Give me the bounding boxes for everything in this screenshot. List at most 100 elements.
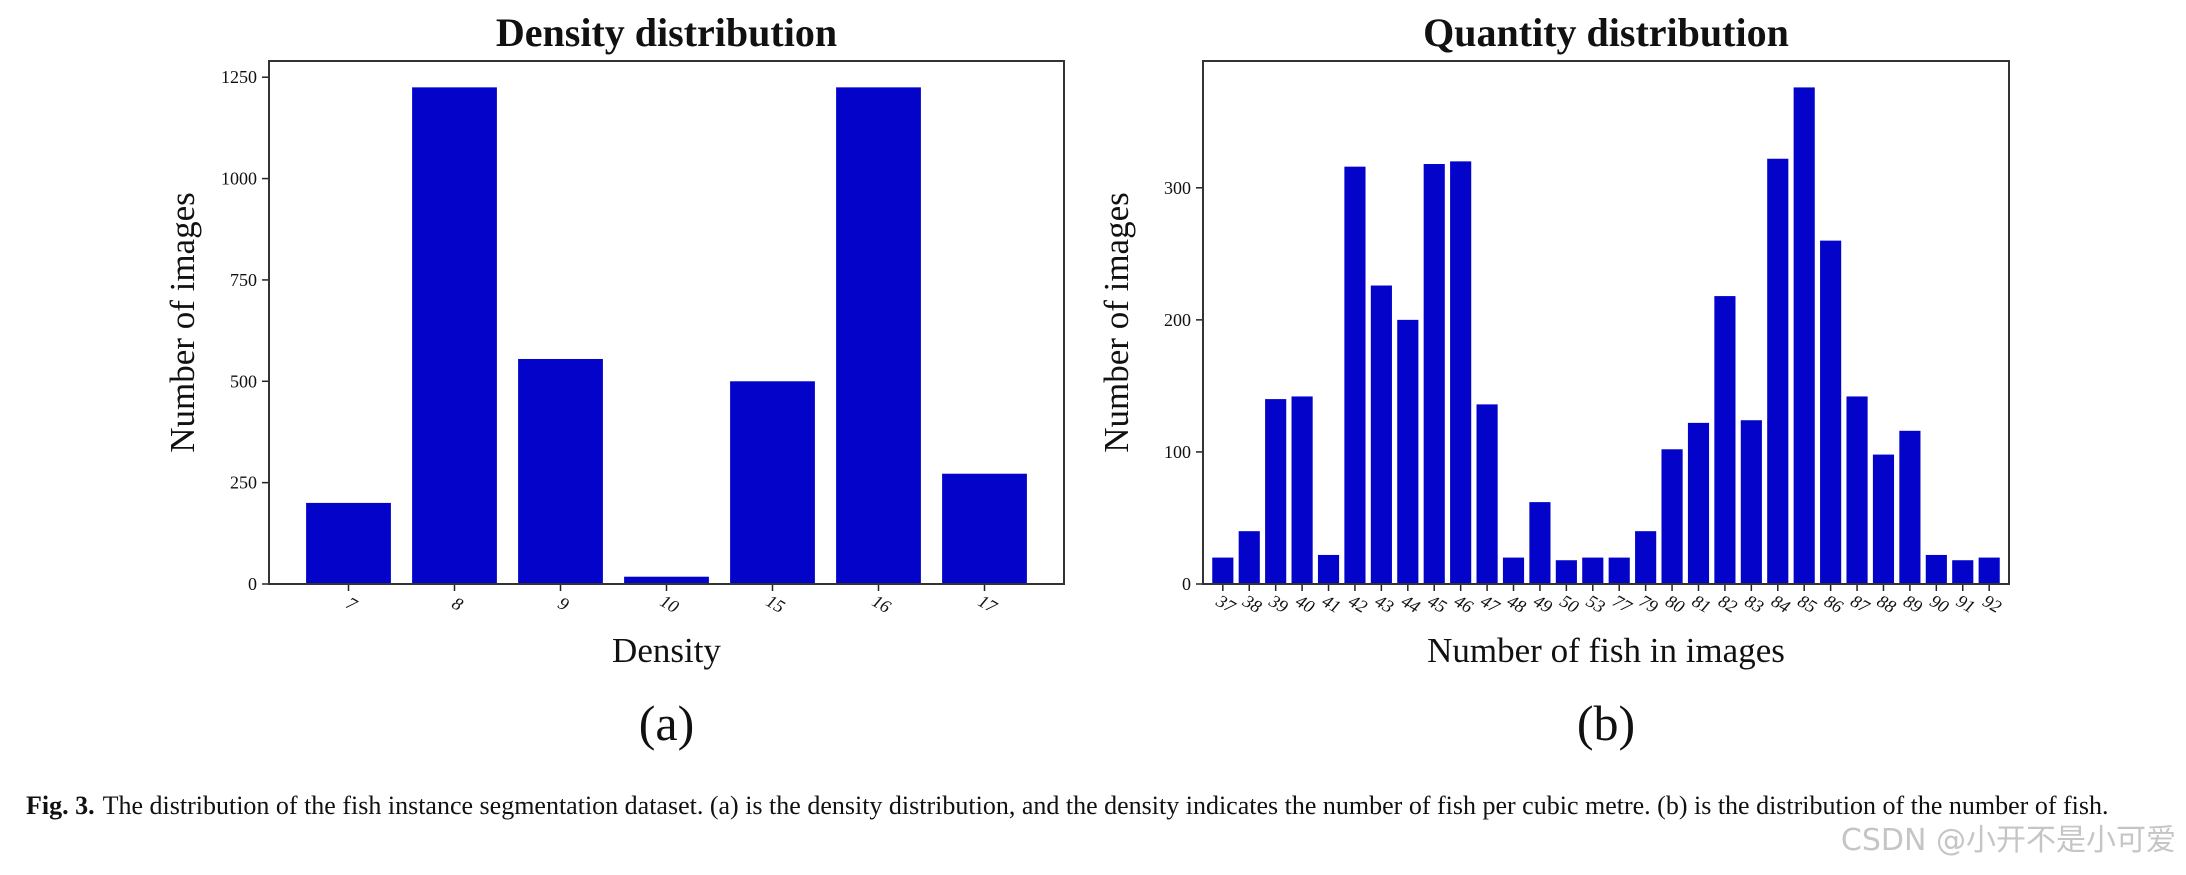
panel-label: (a) [639, 695, 695, 751]
bar [1661, 449, 1683, 584]
x-tick-label: 37 [1212, 590, 1239, 617]
x-tick-label: 16 [869, 591, 895, 617]
bar [1635, 531, 1657, 584]
y-tick-label: 300 [1164, 178, 1191, 198]
x-tick-label: 81 [1689, 591, 1715, 617]
caption-text: The distribution of the fish instance se… [102, 791, 2109, 820]
bar [1846, 396, 1868, 584]
y-tick-label: 0 [248, 574, 257, 594]
y-tick-label: 250 [230, 473, 257, 493]
y-tick-label: 500 [230, 371, 257, 391]
x-tick-label: 91 [1953, 591, 1979, 617]
x-tick-label: 88 [1874, 591, 1900, 617]
x-tick-label: 9 [555, 593, 573, 615]
y-axis-label: Number of images [163, 192, 202, 452]
bar [1767, 158, 1789, 584]
y-tick-label: 1000 [221, 169, 257, 189]
x-tick-label: 47 [1477, 591, 1503, 618]
bar [624, 576, 709, 584]
x-tick-label: 77 [1609, 591, 1635, 618]
x-tick-label: 85 [1794, 591, 1820, 617]
bar [1925, 554, 1947, 584]
x-tick-label: 48 [1504, 591, 1530, 617]
x-tick-label: 89 [1900, 591, 1926, 617]
bar [518, 358, 603, 584]
bar [1476, 404, 1498, 584]
bar [1291, 396, 1313, 584]
bar [1793, 87, 1815, 585]
x-tick-label: 44 [1398, 591, 1424, 617]
bar [1238, 531, 1260, 584]
bar [1740, 420, 1762, 584]
bar [1397, 319, 1419, 584]
y-tick-label: 1250 [221, 67, 257, 87]
bar [1529, 502, 1551, 584]
x-tick-label: 42 [1345, 591, 1371, 617]
y-tick-label: 100 [1164, 442, 1191, 462]
bar [1502, 557, 1525, 584]
bar [1317, 554, 1340, 584]
bar [1212, 557, 1234, 584]
bar [1344, 166, 1366, 585]
plot-frame [1202, 60, 2010, 585]
x-axis-label: Number of fish in images [1427, 631, 1785, 670]
caption: Fig. 3. The distribution of the fish inst… [26, 786, 2166, 826]
x-tick-label: 86 [1821, 591, 1847, 617]
x-tick-label: 15 [763, 591, 789, 617]
bar [1265, 399, 1287, 584]
x-tick-label: 7 [343, 593, 362, 615]
x-tick-label: 40 [1292, 591, 1318, 617]
bar [412, 87, 497, 584]
x-tick-label: 84 [1768, 591, 1794, 617]
bar [1978, 557, 2000, 584]
chart-title: Quantity distribution [1423, 10, 1789, 55]
x-tick-label: 17 [975, 591, 1001, 618]
bar [836, 87, 921, 584]
bar [306, 502, 391, 584]
x-tick-label: 80 [1662, 591, 1688, 617]
x-tick-label: 50 [1557, 591, 1583, 617]
watermark: CSDN @小开不是小可爱 [1840, 823, 2176, 858]
x-tick-label: 10 [657, 591, 683, 617]
figure: Density distribution Density Number of ima… [163, 10, 2010, 751]
y-axis-label: Number of images [1097, 192, 1136, 452]
bar [1820, 240, 1842, 585]
plot-frame [268, 60, 1065, 585]
bar [1952, 560, 1974, 584]
caption-label: Fig. 3. [26, 791, 95, 820]
x-tick-label: 79 [1636, 591, 1662, 617]
x-tick-label: 8 [449, 593, 467, 615]
x-tick-label: 49 [1530, 591, 1556, 617]
x-tick-label: 92 [1979, 591, 2005, 617]
x-tick-label: 90 [1927, 591, 1953, 617]
x-tick-label: 82 [1715, 591, 1741, 617]
bar [1582, 557, 1604, 584]
x-tick-label: 45 [1424, 591, 1450, 617]
x-axis-label: Density [612, 631, 721, 670]
bar [730, 381, 815, 584]
x-tick-label: 38 [1239, 590, 1265, 617]
y-tick-label: 200 [1164, 310, 1191, 330]
x-tick-label: 43 [1372, 591, 1398, 617]
bar [1450, 161, 1472, 585]
x-tick-label: 87 [1847, 591, 1873, 618]
bar [1687, 422, 1710, 584]
bar [1555, 560, 1577, 584]
bar [1899, 430, 1921, 584]
y-tick-label: 0 [1182, 574, 1191, 594]
x-tick-label: 83 [1742, 591, 1768, 617]
x-tick-label: 39 [1265, 590, 1291, 617]
panel-label: (b) [1577, 695, 1635, 751]
x-tick-label: 41 [1319, 591, 1345, 617]
chart-title: Density distribution [496, 10, 837, 55]
bar [942, 473, 1027, 584]
x-tick-label: 53 [1583, 591, 1609, 617]
x-tick-label: 46 [1451, 591, 1477, 617]
y-tick-label: 750 [230, 270, 257, 290]
bar [1370, 285, 1392, 584]
bar [1714, 296, 1736, 584]
bar [1423, 164, 1445, 585]
bar [1608, 557, 1630, 584]
bar [1872, 454, 1895, 584]
